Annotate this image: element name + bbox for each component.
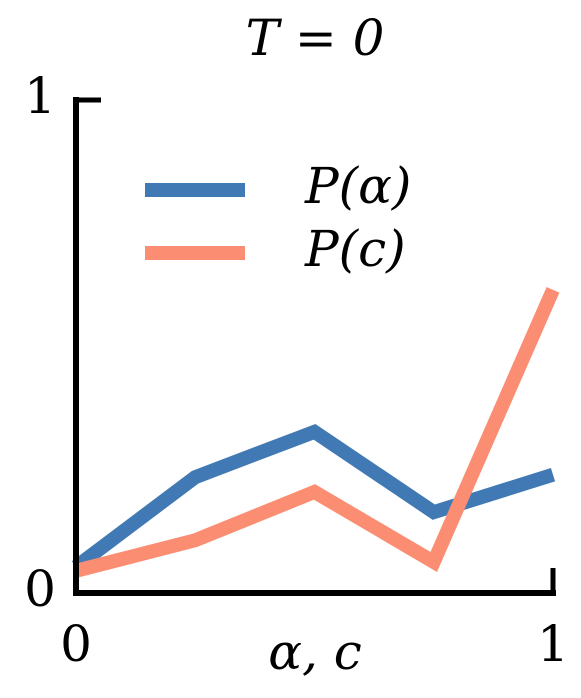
- y-tick-label: 1: [24, 67, 56, 125]
- data-line: [74, 286, 560, 578]
- chart-title: T = 0: [246, 9, 385, 67]
- legend-label: P(c): [304, 220, 406, 278]
- legend-label: P(α): [304, 157, 411, 215]
- x-tick-label: 0: [60, 615, 92, 673]
- x-tick-label: 1: [537, 615, 569, 673]
- data-line: [71, 423, 556, 573]
- y-tick-label: 0: [24, 560, 56, 618]
- x-axis-label: α, c: [268, 623, 362, 681]
